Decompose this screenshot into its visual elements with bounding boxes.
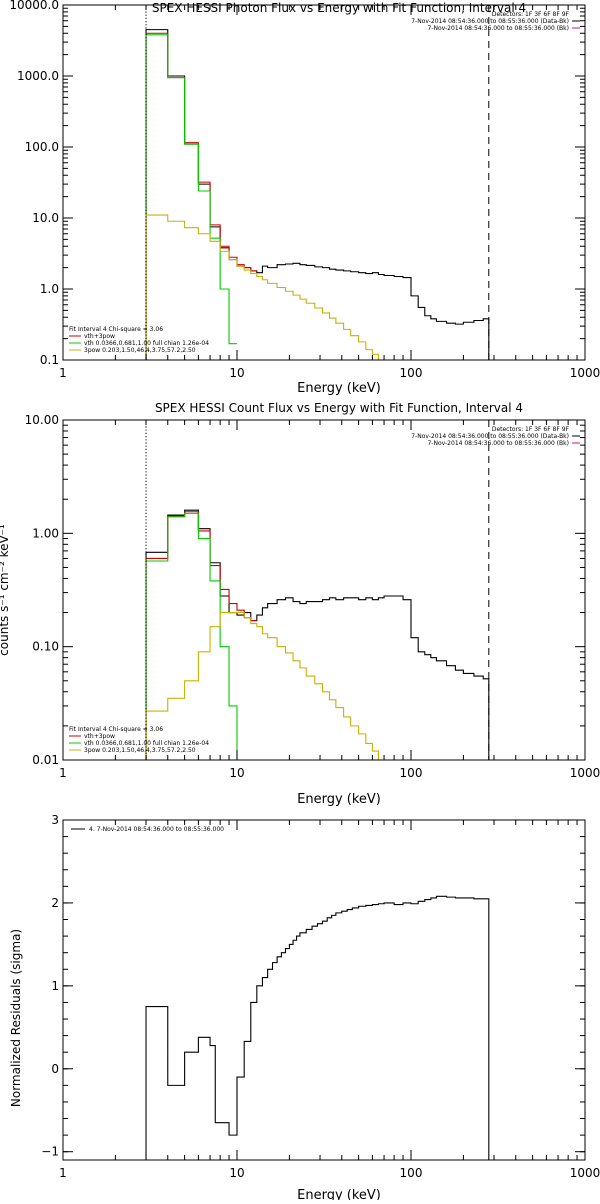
y-tick-label: 0.10 <box>32 640 59 654</box>
photon-flux-panel: SPEX HESSI Photon Flux vs Energy with Fi… <box>9 0 600 396</box>
legend-entry: Detectors: 1F 3F 6F 8F 9F <box>492 11 570 18</box>
y-tick-label: 0.1 <box>40 353 59 367</box>
y-tick-label: 3 <box>51 813 59 827</box>
series-line-2 <box>145 512 238 760</box>
legend-entry: Fit Interval 4 Chi-square = 3.06 <box>69 726 163 733</box>
y-tick-label: 100.0 <box>25 140 59 154</box>
legend-entry: vth 0.0366,0.681,1.00 full chian 1.26e-0… <box>84 740 209 747</box>
legend-entry: 7-Nov-2014 08:54:36.000 to 08:55:36.000 … <box>411 433 569 440</box>
chart-title: SPEX HESSI Photon Flux vs Energy with Fi… <box>152 1 526 15</box>
legend-entry: 7-Nov-2014 08:54:36.000 to 08:55:36.000 … <box>427 440 569 447</box>
series-line-3 <box>145 214 385 360</box>
y-tick-label: 10.0 <box>32 211 59 225</box>
series-line-0 <box>145 29 490 360</box>
x-axis-label: Energy (keV) <box>297 381 381 396</box>
chart-title: SPEX HESSI Count Flux vs Energy with Fit… <box>155 401 523 415</box>
x-tick-label: 1 <box>59 1166 67 1180</box>
x-tick-label: 1000 <box>570 766 600 780</box>
y-tick-label: 1.0 <box>40 282 59 296</box>
legend-entry: 3pow 0.203,1.50,46.4,3.75,57.2,2.50 <box>84 347 196 354</box>
x-axis-label: Energy (keV) <box>297 792 381 807</box>
x-tick-label: 1000 <box>570 1166 600 1180</box>
x-tick-label: 1 <box>59 766 67 780</box>
x-tick-label: 1000 <box>570 366 600 380</box>
y-tick-label: 1000.0 <box>17 69 59 83</box>
legend-entry: vth+3pow <box>84 333 115 340</box>
y-tick-label: 2 <box>51 896 59 910</box>
x-tick-label: 10 <box>229 366 244 380</box>
x-axis-label: Energy (keV) <box>297 1188 381 1200</box>
residuals-panel: Energy (keV) Normalized Residuals (sigma… <box>9 813 600 1203</box>
count-flux-panel: SPEX HESSI Count Flux vs Energy with Fit… <box>0 401 600 807</box>
plot-frame <box>62 819 586 1161</box>
legend-entry: Detectors: 1F 3F 6F 8F 9F <box>492 426 570 433</box>
x-tick-label: 1 <box>59 366 67 380</box>
y-axis-label: counts s⁻¹ cm⁻² keV⁻¹ <box>0 524 11 656</box>
x-tick-label: 10 <box>229 1166 244 1180</box>
legend-entry: 7-Nov-2014 08:54:36.000 to 08:55:36.000 … <box>411 18 569 25</box>
x-tick-label: 100 <box>400 766 423 780</box>
y-tick-label: 10000.0 <box>9 0 59 12</box>
legend-entry: Fit Interval 4 Chi-square = 3.06 <box>69 326 163 333</box>
y-tick-label: −1 <box>41 1145 59 1159</box>
y-tick-label: 0 <box>51 1062 59 1076</box>
x-tick-label: 100 <box>400 366 423 380</box>
y-tick-label: 10.00 <box>25 413 59 427</box>
legend-entry: 3pow 0.203,1.50,46.4,3.75,57.2,2.50 <box>84 747 196 754</box>
x-tick-label: 100 <box>400 1166 423 1180</box>
series-line-2 <box>145 34 237 360</box>
y-tick-label: 1 <box>51 979 59 993</box>
y-tick-label: 0.01 <box>32 753 59 767</box>
plot-frame <box>62 419 586 761</box>
legend-entry: 7-Nov-2014 08:54:36.000 to 08:55:36.000 … <box>427 25 569 32</box>
x-tick-label: 10 <box>229 766 244 780</box>
y-axis-label: Normalized Residuals (sigma) <box>9 929 23 1107</box>
series-line-0 <box>145 895 490 1160</box>
y-tick-label: 1.00 <box>32 526 59 540</box>
series-line-3 <box>145 612 385 760</box>
legend-entry: 4. 7-Nov-2014 08:54:36.000 to 08:55:36.0… <box>89 826 224 833</box>
plot-frame <box>62 4 586 361</box>
legend-entry: vth 0.0366,0.681,1.00 full chian 1.26e-0… <box>84 340 209 347</box>
legend-entry: vth+3pow <box>84 733 115 740</box>
